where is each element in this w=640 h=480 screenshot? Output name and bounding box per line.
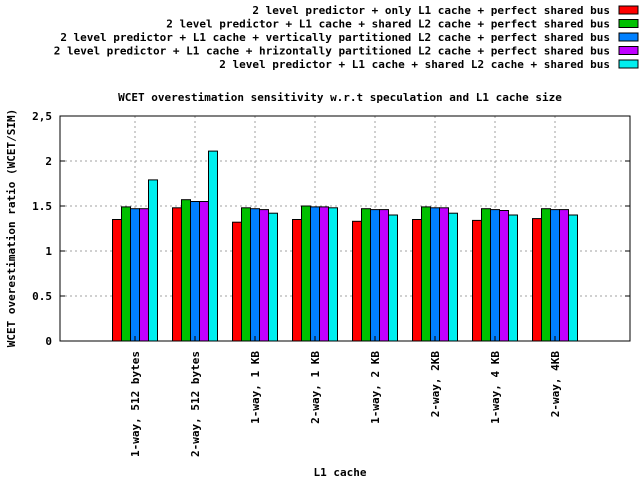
chart-title: WCET overestimation sensitivity w.r.t sp… [118,91,562,104]
bar [130,208,140,342]
bar [370,209,380,342]
bar [559,209,569,342]
legend-swatch [618,5,639,15]
bar [532,218,542,342]
legend: 2 level predictor + only L1 cache + perf… [54,4,639,71]
bar [232,221,242,342]
bar [310,206,320,342]
bar [319,206,329,342]
bar [250,208,260,342]
legend-swatch [618,59,639,69]
bar [361,208,371,342]
y-axis-label: WCET overestimation ratio (WCET/SIM) [5,109,18,347]
bar [490,209,500,342]
bar [190,201,200,342]
bar [430,207,440,342]
x-tick-label: 2-way, 512 bytes [189,351,202,457]
bar [472,219,482,342]
bar [112,219,122,342]
bar [352,220,362,342]
bar [499,210,509,342]
bar [139,208,149,342]
y-tick-label: 2 [45,155,52,168]
bar [241,207,251,342]
bar [481,208,491,342]
bar [199,201,209,342]
x-tick-label: 2-way, 2KB [429,351,442,418]
bar [412,219,422,342]
bar [208,150,218,342]
bars [112,150,578,342]
bar [328,207,338,342]
legend-entry-label: 2 level predictor + L1 cache + hrizontal… [54,45,610,58]
plot-frame [59,115,631,342]
y-tick-label: 0.5 [32,290,52,303]
x-axis-ticks: 1-way, 512 bytes 2-way, 512 bytes 1-way, 1… [129,336,562,457]
x-tick-label: 1-way, 512 bytes [129,351,142,457]
bar [121,206,131,342]
bar [268,212,278,342]
x-tick-label: 1-way, 4 KB [489,351,502,424]
bar [379,209,389,342]
bar [541,208,551,342]
bar [259,209,269,342]
bar [148,179,158,342]
y-axis-ticks: 0 0.5 1 1.5 2 2,5 [32,110,630,348]
bar [388,214,398,342]
y-tick-label: 0 [45,335,52,348]
bar [172,207,182,342]
legend-entry-label: 2 level predictor + L1 cache + shared L2… [219,58,610,71]
bar [550,209,560,342]
bar [421,206,431,342]
bar [292,219,302,342]
x-tick-label: 2-way, 4KB [549,351,562,418]
bar [181,199,191,342]
x-tick-label: 2-way, 1 KB [309,351,322,424]
y-tick-label: 1 [45,245,52,258]
x-tick-label: 1-way, 2 KB [369,351,382,424]
bar [301,205,311,342]
legend-entry-label: 2 level predictor + L1 cache + verticall… [60,31,610,44]
legend-entry-label: 2 level predictor + L1 cache + shared L2… [166,18,610,31]
bar [508,214,518,342]
x-axis-label: L1 cache [314,466,367,479]
legend-entry-label: 2 level predictor + only L1 cache + perf… [252,4,610,17]
x-tick-label: 1-way, 1 KB [249,351,262,424]
y-tick-label: 2,5 [32,110,52,123]
legend-swatch [618,46,639,55]
bar [448,212,458,342]
legend-swatch [618,32,639,42]
y-tick-label: 1.5 [32,200,52,213]
legend-swatch [618,19,639,28]
bar [568,214,578,342]
bar [439,207,449,342]
